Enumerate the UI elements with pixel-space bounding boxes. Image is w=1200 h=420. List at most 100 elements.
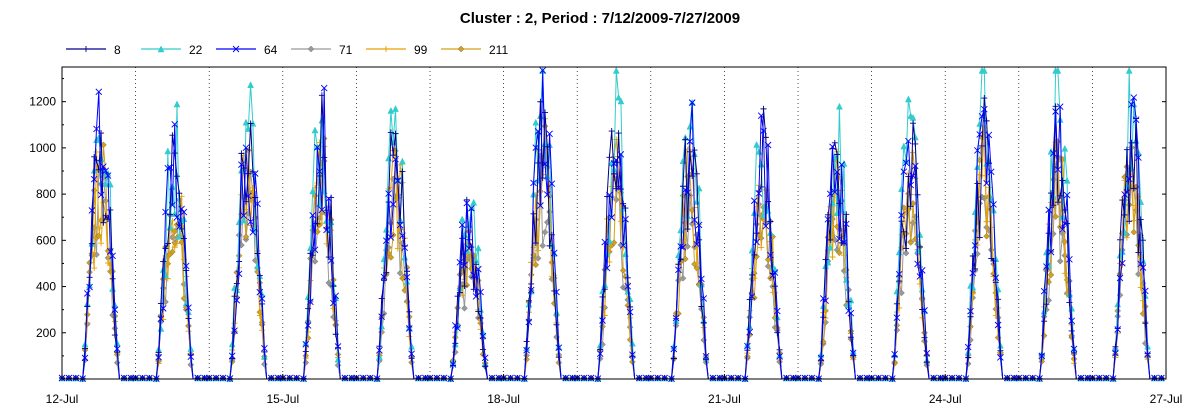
data-point (461, 261, 468, 269)
data-point (258, 295, 266, 302)
legend-swatch (366, 46, 406, 52)
series-layer (58, 66, 1166, 383)
data-point (893, 314, 901, 322)
data-point (454, 325, 461, 332)
data-point (155, 353, 162, 361)
data-point (974, 147, 981, 154)
legend-swatch (141, 45, 181, 53)
data-point (1130, 217, 1137, 224)
data-point (856, 374, 864, 382)
series-8 (59, 92, 1166, 382)
data-point (479, 346, 486, 353)
data-point (822, 319, 829, 326)
data-point (615, 184, 622, 191)
x-tick-label: 18-Jul (487, 392, 520, 406)
data-point (175, 223, 183, 230)
data-point (332, 317, 339, 324)
data-point (1003, 374, 1011, 382)
data-point (109, 252, 116, 260)
data-point (169, 248, 176, 256)
data-point (228, 352, 236, 360)
data-point (235, 270, 243, 278)
data-point (1137, 284, 1144, 291)
data-point (88, 240, 95, 247)
data-point (916, 243, 923, 250)
data-point (976, 131, 984, 138)
data-point (90, 175, 98, 183)
data-point (376, 346, 383, 354)
data-point (261, 345, 268, 352)
data-point (530, 244, 537, 251)
data-point (164, 240, 171, 247)
data-point (242, 233, 250, 241)
data-point (822, 256, 829, 263)
data-point (385, 190, 392, 197)
data-point (175, 232, 183, 240)
data-point (162, 245, 169, 252)
data-point (1063, 176, 1071, 184)
data-point (542, 109, 548, 116)
data-point (91, 265, 98, 272)
data-point (689, 173, 696, 180)
data-point (97, 191, 105, 199)
data-point (539, 242, 546, 249)
data-point (902, 159, 910, 167)
data-point (173, 213, 181, 221)
data-point (610, 160, 618, 167)
data-point (903, 208, 910, 215)
data-point (755, 190, 763, 197)
data-point (626, 308, 634, 316)
data-point (1066, 256, 1073, 263)
data-point (907, 239, 914, 246)
data-point (613, 196, 620, 203)
data-point (608, 183, 615, 190)
data-point (182, 262, 190, 270)
data-point (174, 173, 180, 180)
data-point (834, 151, 841, 158)
data-point (1045, 206, 1053, 214)
data-point (734, 374, 742, 382)
data-point (1045, 230, 1052, 237)
data-point (882, 374, 889, 382)
data-point (978, 113, 986, 120)
data-point (461, 304, 468, 312)
data-point (1139, 264, 1147, 271)
data-point (808, 374, 816, 382)
data-point (824, 216, 832, 223)
data-point (1125, 66, 1133, 74)
data-point (535, 159, 542, 166)
data-point (599, 317, 606, 324)
data-point (159, 305, 167, 312)
data-point (530, 210, 537, 217)
data-point (530, 179, 537, 187)
series-line-22 (62, 70, 1166, 380)
data-point (684, 189, 691, 197)
data-point (249, 228, 257, 236)
data-point (520, 375, 528, 382)
y-tick-label: 1200 (29, 95, 56, 109)
data-point (378, 295, 385, 302)
data-point (700, 295, 708, 302)
data-point (433, 374, 441, 382)
data-point (1052, 103, 1059, 110)
data-point (394, 245, 401, 252)
data-point (843, 211, 850, 218)
data-point (171, 244, 178, 251)
data-point (610, 239, 618, 246)
data-point (359, 374, 367, 382)
data-point (654, 374, 662, 382)
data-point (309, 187, 317, 195)
data-point (776, 353, 783, 360)
data-point (772, 283, 778, 290)
data-point (456, 258, 464, 266)
legend-label: 64 (264, 43, 278, 57)
data-point (700, 319, 707, 326)
data-point (387, 254, 395, 261)
data-point (1117, 236, 1123, 243)
data-point (84, 319, 91, 326)
plot-frame (61, 66, 1167, 380)
data-point (904, 95, 912, 103)
data-point (456, 289, 463, 296)
data-point (1054, 166, 1062, 173)
data-point (247, 218, 254, 226)
